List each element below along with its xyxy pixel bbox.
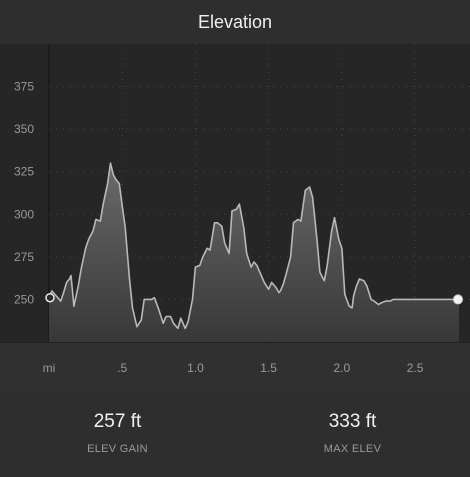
elev-gain-value: 257 ft bbox=[93, 411, 142, 432]
x-tick-label: mi bbox=[42, 361, 56, 375]
elev-gain-label: ELEV GAIN bbox=[87, 443, 148, 455]
x-tick-label: 2.0 bbox=[333, 361, 351, 375]
max-elev-value: 333 ft bbox=[328, 411, 377, 432]
elevation-line bbox=[48, 162, 459, 330]
y-tick-label: 375 bbox=[14, 80, 34, 94]
max-elev-stat: 333 ft MAX ELEV bbox=[235, 411, 470, 455]
x-tick-label: 1.5 bbox=[260, 361, 277, 375]
y-tick-label: 250 bbox=[14, 292, 34, 306]
x-tick-label: .5 bbox=[117, 361, 128, 375]
x-axis-strip: mi .5 1.0 1.5 2.0 2.5 bbox=[0, 342, 470, 394]
end-marker bbox=[453, 294, 463, 305]
y-tick-label: 275 bbox=[14, 250, 34, 264]
max-elev-label: MAX ELEV bbox=[323, 443, 382, 455]
elev-gain-stat: 257 ft ELEV GAIN bbox=[0, 411, 235, 455]
elevation-chart-svg: 250 275 300 325 350 375 bbox=[14, 44, 470, 342]
x-tick-label: 1.0 bbox=[187, 361, 204, 375]
elevation-area bbox=[49, 163, 459, 342]
stats-panel: 257 ft ELEV GAIN 333 ft MAX ELEV bbox=[0, 393, 470, 477]
x-tick-label: 2.5 bbox=[406, 361, 424, 375]
page-title: Elevation bbox=[197, 11, 273, 32]
y-tick-label: 350 bbox=[14, 122, 34, 136]
start-marker bbox=[45, 292, 55, 303]
y-tick-label: 300 bbox=[14, 207, 34, 221]
elevation-chart[interactable]: 250 275 300 325 350 375 bbox=[0, 44, 470, 342]
y-tick-label: 325 bbox=[14, 165, 34, 179]
header: Elevation bbox=[0, 0, 470, 45]
